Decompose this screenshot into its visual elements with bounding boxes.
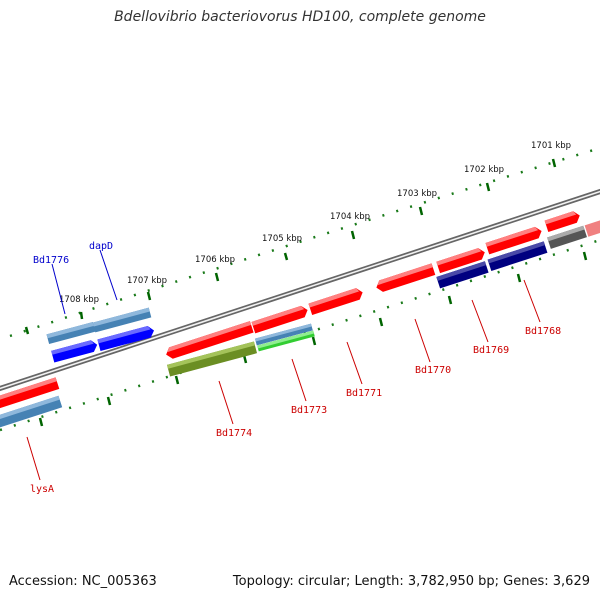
gene-label-lysa[interactable]: lysA — [30, 484, 54, 495]
scale-label-1706: 1706 kbp — [195, 255, 235, 265]
scale-label-1708: 1708 kbp — [59, 295, 99, 305]
gene-feature-steel[interactable] — [0, 395, 63, 429]
scale-label-1702: 1702 kbp — [464, 165, 504, 175]
gene-feature-navy[interactable] — [487, 241, 548, 271]
gene-feature-steel[interactable] — [46, 321, 96, 345]
genome-backbone — [0, 188, 600, 392]
gene-feature-grey[interactable] — [547, 225, 587, 249]
genome-stats-text: Topology: circular; Length: 3,782,950 bp… — [232, 574, 590, 589]
forward-strand-features — [0, 210, 582, 412]
gene-feature-red[interactable] — [308, 287, 364, 316]
gene-feature-red[interactable] — [251, 304, 310, 334]
gene-feature-steel[interactable] — [92, 307, 152, 333]
scale-label-1705: 1705 kbp — [262, 234, 302, 244]
gene-label-bd1774[interactable]: Bd1774 — [216, 428, 252, 439]
outer-scale-ruler — [9, 146, 600, 338]
gene-feature-red[interactable] — [485, 225, 544, 255]
inner-scale-ruler — [0, 238, 600, 432]
gene-feature-olive[interactable] — [166, 341, 258, 377]
gene-feature-blue[interactable] — [51, 339, 99, 363]
gene-feature-red[interactable] — [0, 377, 60, 412]
gene-feature-steel[interactable] — [254, 323, 313, 346]
gene-label-bd1768[interactable]: Bd1768 — [525, 326, 561, 337]
scale-label-1704: 1704 kbp — [330, 212, 370, 222]
gene-feature-blue[interactable] — [97, 325, 155, 352]
gene-label-dapd[interactable]: dapD — [89, 241, 113, 252]
gene-feature-pink[interactable] — [584, 218, 600, 237]
gene-label-bd1776[interactable]: Bd1776 — [33, 255, 69, 266]
gene-label-bd1769[interactable]: Bd1769 — [473, 345, 509, 356]
accession-text: Accession: NC_005363 — [9, 574, 157, 589]
gene-label-bd1773[interactable]: Bd1773 — [291, 405, 327, 416]
scale-label-1703: 1703 kbp — [397, 189, 437, 199]
gene-feature-red[interactable] — [436, 247, 486, 274]
reverse-strand-features — [0, 218, 600, 429]
gene-label-bd1771[interactable]: Bd1771 — [346, 388, 382, 399]
gene-label-bd1770[interactable]: Bd1770 — [415, 365, 451, 376]
label-connectors — [26, 249, 541, 481]
gene-feature-red[interactable] — [375, 263, 436, 293]
scale-label-1707: 1707 kbp — [127, 276, 167, 286]
gene-feature-navy[interactable] — [436, 261, 489, 289]
map-title: Bdellovibrio bacteriovorus HD100, comple… — [114, 9, 486, 25]
gene-feature-green[interactable] — [257, 330, 315, 352]
scale-label-1701: 1701 kbp — [531, 141, 571, 151]
gene-feature-red[interactable] — [164, 321, 254, 360]
gene-feature-red[interactable] — [544, 210, 582, 232]
